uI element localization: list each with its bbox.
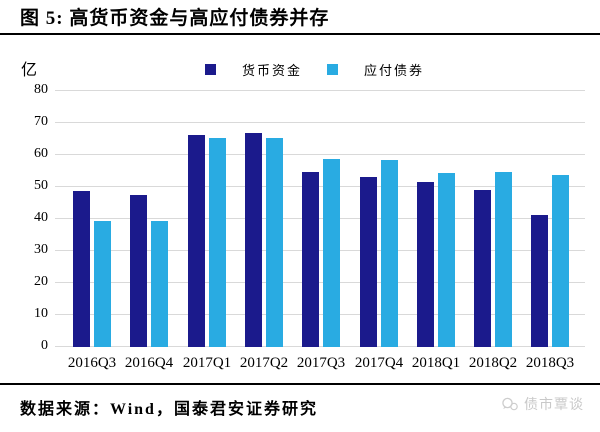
bar-货币资金-2017Q2 [245,133,262,347]
y-tick-label: 10 [34,306,48,321]
y-tick-label: 40 [34,210,48,225]
bar-应付债券-2016Q3 [94,221,111,347]
y-tick-label: 80 [34,82,48,97]
gridline [55,346,585,347]
x-tick-label: 2017Q3 [296,355,346,371]
y-tick-label: 30 [34,242,48,257]
bar-应付债券-2018Q2 [495,172,512,347]
bar-应付债券-2017Q2 [266,138,283,347]
bar-货币资金-2016Q3 [73,191,90,347]
data-source: 数据来源：Wind，国泰君安证券研究 [20,401,318,418]
x-tick-label: 2018Q2 [468,355,518,371]
bar-应付债券-2018Q3 [552,175,569,347]
x-tick-label: 2018Q1 [411,355,461,371]
gridline [55,250,585,251]
y-axis-unit-label: 亿 [21,62,38,79]
bar-应付债券-2018Q1 [438,173,455,347]
gridline [55,186,585,187]
bar-应付债券-2017Q4 [381,160,398,347]
bar-货币资金-2017Q4 [360,177,377,347]
y-tick-label: 70 [34,114,48,129]
x-tick-label: 2017Q4 [354,355,404,371]
bar-货币资金-2016Q4 [130,195,147,347]
legend-label-monetary-funds: 货币资金 [242,63,303,78]
x-tick-label: 2016Q4 [124,355,174,371]
x-tick-label: 2016Q3 [67,355,117,371]
watermark-text: 债市覃谈 [524,398,584,413]
x-tick-label: 2018Q3 [525,355,575,371]
bar-货币资金-2018Q2 [474,190,491,347]
bar-应付债券-2017Q3 [323,159,340,347]
bar-应付债券-2016Q4 [151,221,168,347]
y-tick-label: 60 [34,146,48,161]
x-tick-label: 2017Q2 [239,355,289,371]
gridline [55,122,585,123]
legend-swatch-bonds-payable [327,64,339,75]
plot-area [55,90,585,347]
gridline [55,154,585,155]
y-tick-label: 20 [34,274,48,289]
bar-应付债券-2017Q1 [209,138,226,347]
bar-货币资金-2017Q1 [188,135,205,347]
y-tick-label: 50 [34,178,48,193]
gridline [55,314,585,315]
gridline [55,218,585,219]
x-tick-label: 2017Q1 [182,355,232,371]
gridline [55,90,585,91]
bar-货币资金-2018Q1 [417,182,434,347]
watermark: 债市覃谈 [501,394,584,414]
legend-swatch-monetary-funds [205,64,216,75]
title-divider [0,33,600,35]
bar-货币资金-2017Q3 [302,172,319,347]
footer-divider [0,383,600,385]
chart-legend: 货币资金 应付债券 [205,60,424,79]
figure-title: 图 5: 高货币资金与高应付债券并存 [20,8,330,29]
bar-货币资金-2018Q3 [531,215,548,347]
y-tick-label: 0 [41,338,48,353]
legend-label-bonds-payable: 应付债券 [364,63,425,78]
wechat-chat-bubbles-icon [501,397,519,412]
gridline [55,282,585,283]
